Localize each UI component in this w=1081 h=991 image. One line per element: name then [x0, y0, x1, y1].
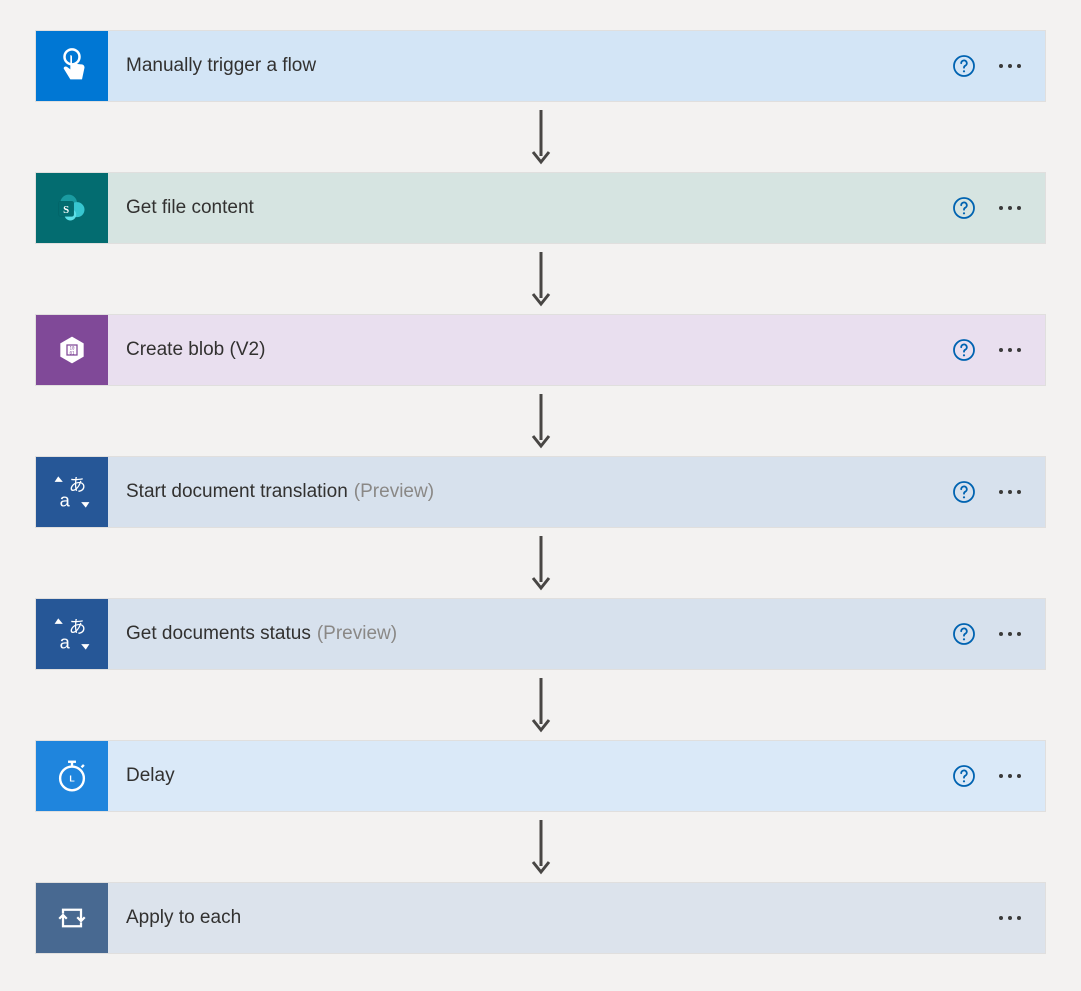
step-title: Get file content	[126, 197, 254, 219]
step-body: Get documents status (Preview)	[108, 599, 951, 669]
step-title: Get documents status	[126, 623, 311, 645]
arrow-down-icon	[529, 812, 553, 882]
help-icon[interactable]	[951, 479, 977, 505]
svg-text:a: a	[60, 490, 71, 511]
step-title: Create blob (V2)	[126, 339, 265, 361]
step-actions	[995, 883, 1045, 953]
step-actions	[951, 31, 1045, 101]
step-body: Create blob (V2)	[108, 315, 951, 385]
svg-text:L: L	[69, 774, 75, 784]
step-title: Delay	[126, 765, 175, 787]
more-menu-icon[interactable]	[995, 770, 1025, 782]
step-suffix: (Preview)	[354, 481, 434, 503]
help-icon[interactable]	[951, 195, 977, 221]
step-actions	[951, 599, 1045, 669]
translate-icon: あa	[36, 457, 108, 527]
loop-icon	[36, 883, 108, 953]
arrow-down-icon	[529, 386, 553, 456]
arrow-down-icon	[529, 670, 553, 740]
stopwatch-icon: L	[36, 741, 108, 811]
step-title: Manually trigger a flow	[126, 55, 316, 77]
step-title: Start document translation	[126, 481, 348, 503]
flow-step-create-blob[interactable]: 1001 Create blob (V2)	[35, 314, 1046, 386]
help-icon[interactable]	[951, 337, 977, 363]
more-menu-icon[interactable]	[995, 628, 1025, 640]
flow-step-start-translation[interactable]: あa Start document translation (Preview)	[35, 456, 1046, 528]
svg-text:あ: あ	[69, 617, 86, 637]
flow-step-manual-trigger[interactable]: Manually trigger a flow	[35, 30, 1046, 102]
translate-icon: あa	[36, 599, 108, 669]
step-body: Apply to each	[108, 883, 995, 953]
step-actions	[951, 173, 1045, 243]
svg-text:S: S	[63, 204, 69, 216]
touch-icon	[36, 31, 108, 101]
more-menu-icon[interactable]	[995, 486, 1025, 498]
step-body: Start document translation (Preview)	[108, 457, 951, 527]
step-body: Delay	[108, 741, 951, 811]
step-actions	[951, 315, 1045, 385]
arrow-down-icon	[529, 244, 553, 314]
arrow-down-icon	[529, 528, 553, 598]
svg-text:01: 01	[69, 351, 75, 356]
step-actions	[951, 457, 1045, 527]
flow-step-get-documents-status[interactable]: あa Get documents status (Preview)	[35, 598, 1046, 670]
svg-text:あ: あ	[69, 475, 86, 495]
help-icon[interactable]	[951, 763, 977, 789]
step-title: Apply to each	[126, 907, 241, 929]
flow-container: Manually trigger a flow S Get file content…	[35, 30, 1046, 954]
more-menu-icon[interactable]	[995, 344, 1025, 356]
step-body: Manually trigger a flow	[108, 31, 951, 101]
flow-step-get-file-content[interactable]: S Get file content	[35, 172, 1046, 244]
arrow-down-icon	[529, 102, 553, 172]
step-suffix: (Preview)	[317, 623, 397, 645]
svg-text:a: a	[60, 632, 71, 653]
more-menu-icon[interactable]	[995, 202, 1025, 214]
flow-step-delay[interactable]: L Delay	[35, 740, 1046, 812]
help-icon[interactable]	[951, 621, 977, 647]
more-menu-icon[interactable]	[995, 60, 1025, 72]
more-menu-icon[interactable]	[995, 912, 1025, 924]
help-icon[interactable]	[951, 53, 977, 79]
step-actions	[951, 741, 1045, 811]
blob-icon: 1001	[36, 315, 108, 385]
sharepoint-icon: S	[36, 173, 108, 243]
step-body: Get file content	[108, 173, 951, 243]
flow-step-apply-to-each[interactable]: Apply to each	[35, 882, 1046, 954]
